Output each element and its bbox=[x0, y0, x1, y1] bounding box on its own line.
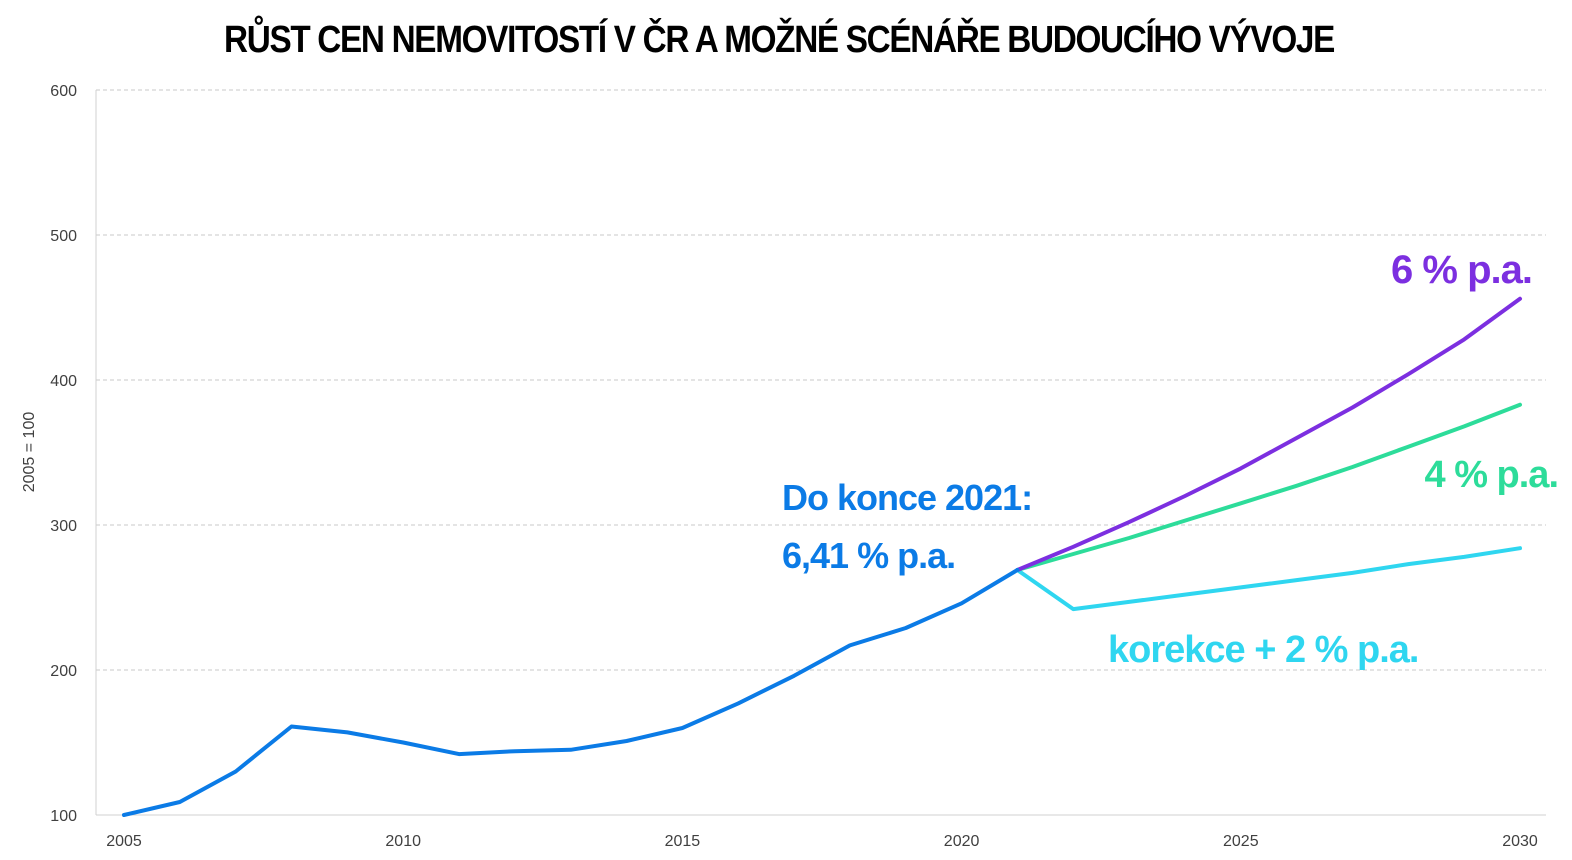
series-scenario-correction bbox=[1015, 546, 1522, 612]
series-lines bbox=[122, 296, 1522, 817]
x-tick-label: 2025 bbox=[1223, 833, 1259, 850]
x-tick-label: 2005 bbox=[106, 833, 142, 850]
y-tick-label: 600 bbox=[50, 83, 77, 100]
x-tick-label: 2030 bbox=[1502, 833, 1538, 850]
x-tick-label: 2015 bbox=[665, 833, 701, 850]
x-tick-label: 2010 bbox=[385, 833, 421, 850]
y-tick-label: 300 bbox=[50, 518, 77, 535]
series-scenario-6pct bbox=[1015, 296, 1522, 572]
y-tick-label: 200 bbox=[50, 663, 77, 680]
y-tick-label: 100 bbox=[50, 808, 77, 825]
y-axis-label: 2005 = 100 bbox=[21, 412, 38, 493]
series-scenario-4pct bbox=[1015, 402, 1522, 572]
annotation-scenario-4pct-line: 4 % p.a. bbox=[1425, 454, 1559, 496]
annotation-scenario-correction-line: korekce + 2 % p.a. bbox=[1108, 629, 1418, 671]
annotation-scenario-6pct-line: 6 % p.a. bbox=[1391, 248, 1532, 292]
gridlines bbox=[96, 89, 1546, 671]
annotations: Do konce 2021: 6,41 % p.a. 6 % p.a. 4 % p.a… bbox=[782, 248, 1559, 671]
y-tick-label: 400 bbox=[50, 373, 77, 390]
chart-title: RŮST CEN NEMOVITOSTÍ V ČR A MOŽNÉ SCÉNÁŘ… bbox=[224, 14, 1334, 61]
axes: 100 200 300 400 500 600 2005 2010 2015 2020 2025 20… bbox=[50, 83, 1546, 850]
x-tick-label: 2020 bbox=[944, 833, 980, 850]
series-historical bbox=[122, 568, 1020, 817]
y-tick-label: 500 bbox=[50, 228, 77, 245]
annotation-historical-rate-line: 6,41 % p.a. bbox=[782, 535, 955, 576]
annotation-historical-rate-line: Do konce 2021: bbox=[782, 477, 1032, 518]
